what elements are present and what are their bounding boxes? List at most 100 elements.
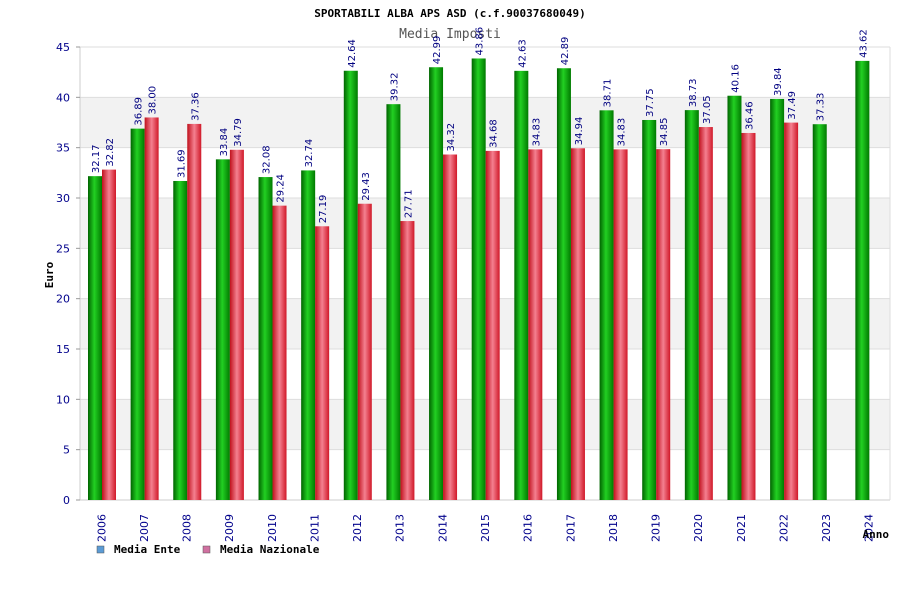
data-label: 34.83 [531, 118, 542, 147]
data-label: 36.89 [134, 97, 145, 126]
data-label: 34.68 [489, 119, 500, 148]
bar-media-nazionale [528, 149, 543, 501]
bars [88, 58, 870, 501]
data-label: 37.49 [787, 91, 798, 120]
data-label: 43.86 [475, 27, 486, 56]
bar-media-ente [88, 176, 102, 500]
y-tick-label: 35 [56, 142, 70, 155]
bar-media-ente [812, 124, 827, 500]
bar-media-ente [130, 128, 145, 500]
x-tick-label: 2008 [181, 514, 194, 542]
y-tick-label: 10 [56, 393, 70, 406]
y-tick-label: 45 [56, 41, 70, 54]
y-tick-label: 15 [56, 343, 70, 356]
x-tick-label: 2021 [735, 514, 748, 542]
legend-label-media-nazionale: Media Nazionale [220, 543, 320, 556]
x-tick-label: 2014 [436, 514, 449, 542]
x-tick-label: 2011 [308, 514, 321, 542]
x-tick-label: 2023 [820, 514, 833, 542]
bar-media-ente [173, 180, 188, 500]
y-tick-label: 25 [56, 242, 70, 255]
data-label: 42.64 [347, 39, 358, 68]
bar-media-ente [642, 119, 657, 500]
data-label: 29.24 [276, 174, 287, 203]
data-label: 32.74 [304, 139, 315, 168]
data-label: 37.33 [816, 93, 827, 122]
data-label: 37.36 [190, 92, 201, 121]
bar-media-ente [343, 70, 358, 501]
data-label: 38.00 [148, 86, 159, 115]
bar-media-nazionale [613, 149, 628, 501]
x-tick-label: 2018 [607, 514, 620, 542]
legend-label-media-ente: Media Ente [114, 543, 181, 556]
bar-media-ente [684, 110, 699, 501]
bar-media-nazionale [357, 203, 372, 500]
data-label: 32.82 [105, 138, 116, 167]
y-tick-label: 20 [56, 293, 70, 306]
data-label: 27.19 [318, 195, 329, 224]
data-label: 40.16 [730, 64, 741, 93]
x-tick-label: 2010 [266, 514, 279, 542]
data-label: 42.89 [560, 37, 571, 66]
bar-media-nazionale [187, 123, 202, 500]
bar-media-nazionale [102, 169, 116, 500]
x-tick-label: 2012 [351, 514, 364, 542]
data-label: 32.17 [91, 145, 102, 174]
bar-media-nazionale [698, 127, 713, 500]
x-tick-label: 2013 [394, 514, 407, 542]
bar-media-nazionale [656, 149, 671, 500]
data-label: 34.85 [659, 118, 670, 147]
data-label: 37.05 [702, 95, 713, 124]
data-label: 34.94 [574, 117, 585, 146]
bar-media-ente [301, 170, 316, 500]
x-tick-label: 2024 [863, 514, 876, 542]
data-label: 32.08 [262, 145, 273, 174]
bar-media-nazionale [784, 122, 799, 500]
y-tick-label: 30 [56, 192, 70, 205]
data-label: 33.84 [219, 128, 230, 157]
data-label: 39.84 [773, 67, 784, 96]
data-label: 34.32 [446, 123, 457, 152]
bar-media-ente [556, 68, 571, 501]
data-label: 31.69 [176, 149, 187, 178]
bar-media-ente [855, 60, 870, 500]
data-label: 34.79 [233, 118, 244, 147]
bar-media-ente [770, 98, 785, 500]
bar-media-nazionale [144, 117, 159, 500]
bar-media-ente [258, 177, 273, 500]
bar-media-ente [471, 58, 486, 500]
bar-media-ente [429, 67, 444, 500]
x-tick-label: 2019 [650, 514, 663, 542]
x-tick-label: 2022 [777, 514, 790, 542]
x-tick-label: 2009 [223, 514, 236, 542]
x-tick-label: 2020 [692, 514, 705, 542]
y-tick-label: 5 [63, 444, 70, 457]
data-label: 42.99 [432, 36, 443, 65]
axis-ticks: 0 5 10 15 20 25 30 35 40 45 2006 2007 2008 2009 2010 20… [56, 41, 876, 542]
data-label: 36.46 [744, 101, 755, 130]
legend-swatch-media-ente [96, 545, 105, 554]
bar-media-nazionale [229, 149, 244, 500]
bar-media-ente [386, 104, 401, 501]
x-tick-label: 2016 [522, 514, 535, 542]
x-tick-label: 2007 [138, 514, 151, 542]
legend-swatch-media-nazionale [202, 545, 211, 554]
bar-media-nazionale [315, 226, 330, 500]
data-label: 43.62 [858, 29, 869, 58]
y-axis-title: Euro [43, 261, 56, 288]
data-label: 27.71 [403, 189, 414, 218]
bar-media-nazionale [272, 205, 287, 500]
x-tick-label: 2015 [479, 514, 492, 542]
value-labels: 32.17 32.82 36.89 38.00 31.69 37.36 33.84 34.79… [91, 27, 869, 223]
data-label: 42.63 [517, 39, 528, 68]
data-label: 38.71 [603, 79, 614, 108]
data-label: 29.43 [361, 172, 372, 201]
bar-media-nazionale [485, 150, 500, 500]
bar-media-nazionale [570, 148, 585, 500]
x-axis-title: Anno [863, 528, 890, 541]
x-tick-label: 2017 [564, 514, 577, 542]
x-tick-label: 2006 [95, 514, 108, 542]
legend: Media Ente Media Nazionale [96, 543, 320, 556]
bar-media-ente [727, 95, 742, 501]
